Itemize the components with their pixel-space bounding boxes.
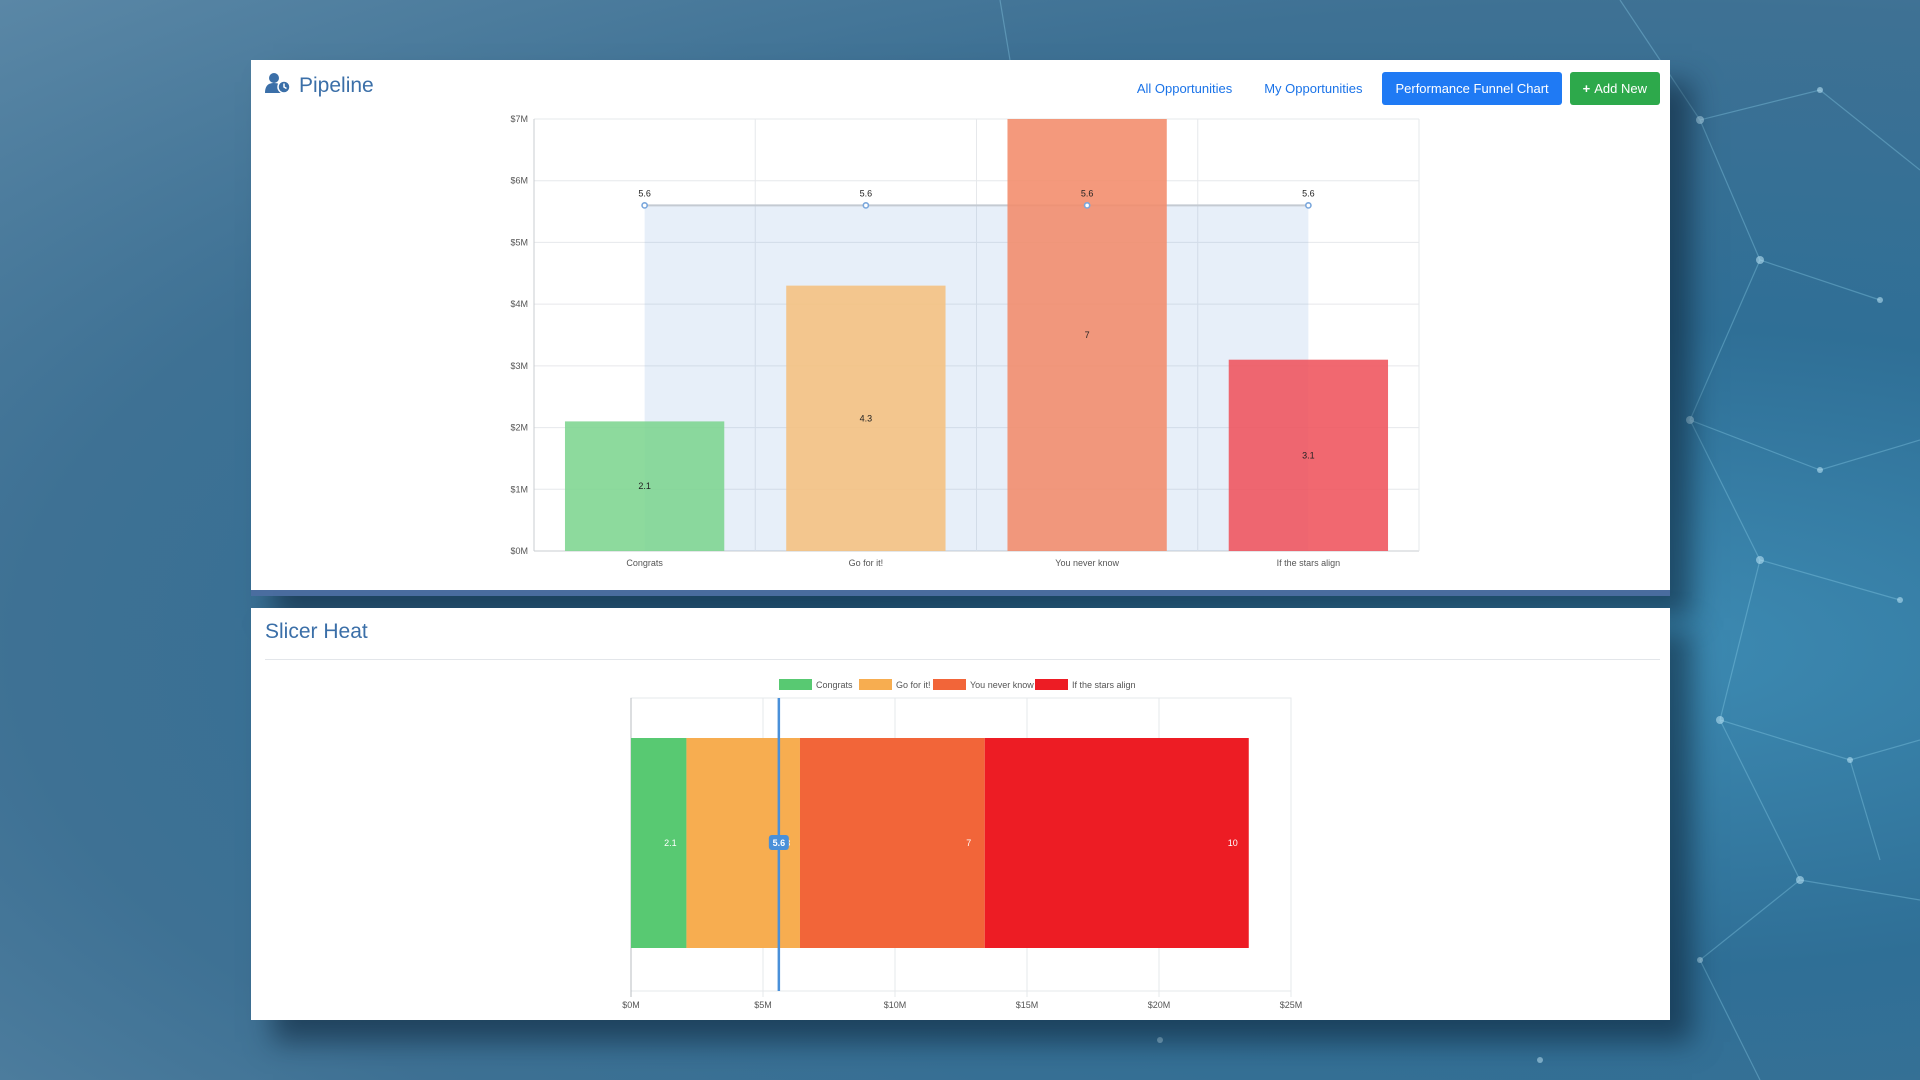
- x-tick-label: $15M: [1016, 1000, 1039, 1010]
- legend-swatch: [1035, 679, 1068, 690]
- area-value-label: 5.6: [860, 188, 873, 198]
- slicer-heat-card: Slicer Heat Congrats Go for it! You never …: [251, 608, 1670, 1020]
- y-tick-label: $7M: [510, 114, 528, 124]
- y-tick-label: $0M: [510, 546, 528, 556]
- x-tick-label: If the stars align: [1277, 558, 1341, 568]
- area-fill: [644, 205, 1309, 551]
- header-divider: [265, 659, 1660, 660]
- add-new-button[interactable]: + Add New: [1569, 72, 1660, 105]
- legend-label: Go for it!: [896, 680, 931, 690]
- pipeline-card: Pipeline All Opportunities My Opportunit…: [251, 60, 1670, 596]
- plus-icon: +: [1582, 81, 1591, 96]
- area-value-label: 5.6: [1302, 188, 1315, 198]
- x-tick-label: Congrats: [626, 558, 663, 568]
- bar: [564, 421, 725, 551]
- area-value-label: 5.6: [1081, 188, 1094, 198]
- y-tick-label: $3M: [510, 361, 528, 371]
- pipeline-header: Pipeline: [265, 72, 374, 100]
- user-clock-icon: [265, 72, 291, 100]
- page-title: Pipeline: [299, 74, 374, 97]
- legend-label: Congrats: [816, 680, 853, 690]
- y-tick-label: $1M: [510, 484, 528, 494]
- legend-swatch: [933, 679, 966, 690]
- x-tick-label: $5M: [754, 1000, 772, 1010]
- segment-value-label: 10: [1228, 838, 1238, 848]
- legend-swatch: [859, 679, 892, 690]
- bar: [1228, 359, 1389, 551]
- marker-label: 5.6: [773, 838, 786, 848]
- all-opportunities-link[interactable]: All Opportunities: [1136, 81, 1233, 96]
- slicer-heat-chart: Congrats Go for it! You never know If the s…: [622, 679, 1303, 1010]
- bar: [1007, 119, 1167, 551]
- x-tick-label: $20M: [1148, 1000, 1171, 1010]
- my-opportunities-link[interactable]: My Opportunities: [1264, 81, 1363, 96]
- area-point: [641, 201, 649, 209]
- stacked-segment: [631, 738, 687, 948]
- toolbar: All Opportunities My Opportunities Perfo…: [1125, 72, 1660, 105]
- y-tick-label: $5M: [510, 237, 528, 247]
- bar-value-label: 7: [1085, 330, 1090, 340]
- section-title: Slicer Heat: [265, 620, 368, 643]
- x-tick-label: $10M: [884, 1000, 907, 1010]
- area-point: [1304, 201, 1312, 209]
- pipeline-bar-chart: $0M $1M $2M $3M $4M $5M $6M $7M 2.1 Congrats 4.3 Go…: [510, 114, 1420, 568]
- stacked-segment: [799, 738, 985, 948]
- y-tick-label: $2M: [510, 423, 528, 433]
- x-tick-label: $0M: [622, 1000, 640, 1010]
- legend-swatch: [779, 679, 812, 690]
- bar-value-label: 4.3: [860, 413, 873, 423]
- y-tick-label: $6M: [510, 176, 528, 186]
- legend-label: If the stars align: [1072, 680, 1136, 690]
- y-tick-label: $4M: [510, 299, 528, 309]
- x-tick-label: Go for it!: [849, 558, 884, 568]
- area-point: [1083, 201, 1091, 209]
- marker-badge: [768, 835, 789, 850]
- add-new-label: Add New: [1594, 81, 1647, 96]
- bar-value-label: 2.1: [638, 481, 651, 491]
- x-tick-label: You never know: [1055, 558, 1119, 568]
- slicer-header: Slicer Heat: [265, 620, 368, 644]
- legend-label: You never know: [970, 680, 1034, 690]
- area-value-label: 5.6: [638, 188, 651, 198]
- performance-funnel-button[interactable]: Performance Funnel Chart: [1382, 72, 1562, 105]
- bar: [786, 285, 946, 551]
- area-point: [862, 201, 870, 209]
- segment-value-label: 2.1: [664, 838, 677, 848]
- bar-value-label: 3.1: [1302, 450, 1315, 460]
- stacked-segment: [984, 738, 1249, 948]
- x-tick-label: $25M: [1280, 1000, 1303, 1010]
- segment-value-label: 7: [966, 838, 971, 848]
